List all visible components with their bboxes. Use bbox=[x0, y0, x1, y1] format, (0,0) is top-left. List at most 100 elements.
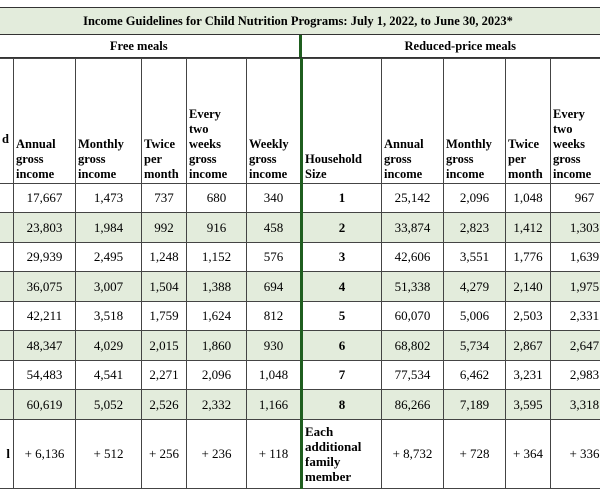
reduced-value-cell: 5,734 bbox=[444, 331, 506, 361]
free-value-cell: 54,483 bbox=[14, 361, 76, 390]
row-leading-cell bbox=[0, 272, 14, 302]
header-line: Annual bbox=[384, 137, 441, 152]
reduced-value-cell: 77,534 bbox=[382, 361, 444, 390]
free-increment-cell: + 6,136 bbox=[14, 420, 76, 489]
household-size-cell: 3 bbox=[302, 243, 382, 272]
reduced-value-cell: 3,318 bbox=[551, 390, 600, 420]
reduced-increment-cell: + 728 bbox=[444, 420, 506, 489]
header-line: per bbox=[144, 152, 184, 167]
free-value-cell: 29,939 bbox=[14, 243, 76, 272]
free-meals-header: Free meals bbox=[0, 35, 302, 57]
free-value-cell: 1,624 bbox=[187, 302, 247, 331]
free-value-cell: 916 bbox=[187, 213, 247, 243]
household-size-cell: 1 bbox=[302, 184, 382, 213]
free-value-cell: 4,541 bbox=[76, 361, 142, 390]
reduced-increment-cell: + 8,732 bbox=[382, 420, 444, 489]
reduced-value-cell: 1,975 bbox=[551, 272, 600, 302]
free-value-cell: 5,052 bbox=[76, 390, 142, 420]
header-line: weeks bbox=[189, 137, 244, 152]
free-value-cell: 3,007 bbox=[76, 272, 142, 302]
reduced-value-cell: 1,639 bbox=[551, 243, 600, 272]
free-value-cell: 2,495 bbox=[76, 243, 142, 272]
reduced-value-cell: 51,338 bbox=[382, 272, 444, 302]
household-size-cell: 8 bbox=[302, 390, 382, 420]
free-value-cell: 1,248 bbox=[142, 243, 187, 272]
household-size-cell: 2 bbox=[302, 213, 382, 243]
free-value-cell: 576 bbox=[247, 243, 302, 272]
header-line: gross bbox=[78, 152, 139, 167]
additional-member-label: Each additional family member bbox=[302, 420, 382, 489]
header-line: month bbox=[144, 167, 184, 182]
reduced-value-cell: 4,279 bbox=[444, 272, 506, 302]
free-value-cell: 737 bbox=[142, 184, 187, 213]
free-value-cell: 1,166 bbox=[247, 390, 302, 420]
row-leading-cell bbox=[0, 361, 14, 390]
header-line: gross bbox=[384, 152, 441, 167]
reduced-value-cell: 1,776 bbox=[506, 243, 551, 272]
header-line: weeks bbox=[553, 137, 600, 152]
free-value-cell: 680 bbox=[187, 184, 247, 213]
header-line: gross bbox=[446, 152, 503, 167]
row-leading-cell bbox=[0, 302, 14, 331]
household-size-cell: 4 bbox=[302, 272, 382, 302]
household-size-cell: 7 bbox=[302, 361, 382, 390]
free-value-cell: 1,860 bbox=[187, 331, 247, 361]
reduced-value-cell: 42,606 bbox=[382, 243, 444, 272]
header-line: income bbox=[189, 167, 244, 182]
free-increment-cell: + 256 bbox=[142, 420, 187, 489]
reduced-value-cell: 6,462 bbox=[444, 361, 506, 390]
reduced-value-cell: 7,189 bbox=[444, 390, 506, 420]
free-value-cell: 42,211 bbox=[14, 302, 76, 331]
header-line: month bbox=[508, 167, 548, 182]
reduced-value-cell: 3,551 bbox=[444, 243, 506, 272]
header-line: Monthly bbox=[446, 137, 503, 152]
reduced-price-meals-header: Reduced-price meals bbox=[302, 35, 600, 57]
header-line: per bbox=[508, 152, 548, 167]
free-value-cell: 3,518 bbox=[76, 302, 142, 331]
header-line: Monthly bbox=[78, 137, 139, 152]
reduced-value-cell: 1,048 bbox=[506, 184, 551, 213]
reduced-value-cell: 2,503 bbox=[506, 302, 551, 331]
header-line: Annual bbox=[16, 137, 73, 152]
header-line: gross bbox=[189, 152, 244, 167]
row-leading-cell bbox=[0, 213, 14, 243]
free-value-cell: 4,029 bbox=[76, 331, 142, 361]
header-line: gross bbox=[553, 152, 600, 167]
free-increment-cell: + 236 bbox=[187, 420, 247, 489]
free-value-cell: 2,015 bbox=[142, 331, 187, 361]
free-value-cell: 992 bbox=[142, 213, 187, 243]
reduced-value-cell: 1,303 bbox=[551, 213, 600, 243]
header-line: Every bbox=[553, 107, 600, 122]
free-value-cell: 2,096 bbox=[187, 361, 247, 390]
reduced-value-cell: 86,266 bbox=[382, 390, 444, 420]
free-value-cell: 1,504 bbox=[142, 272, 187, 302]
reduced-value-cell: 1,412 bbox=[506, 213, 551, 243]
reduced-value-cell: 5,006 bbox=[444, 302, 506, 331]
row-leading-cell bbox=[0, 390, 14, 420]
header-line: Household bbox=[305, 152, 379, 167]
reduced-value-cell: 2,647 bbox=[551, 331, 600, 361]
free-value-cell: 458 bbox=[247, 213, 302, 243]
header-line: income bbox=[249, 167, 298, 182]
reduced-value-cell: 25,142 bbox=[382, 184, 444, 213]
page-title: Income Guidelines for Child Nutrition Pr… bbox=[0, 7, 600, 35]
reduced-value-cell: 2,140 bbox=[506, 272, 551, 302]
free-value-cell: 23,803 bbox=[14, 213, 76, 243]
free-value-cell: 930 bbox=[247, 331, 302, 361]
